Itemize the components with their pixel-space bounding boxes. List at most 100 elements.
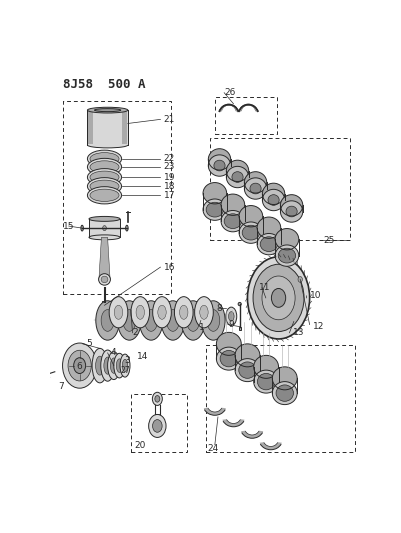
Text: 17: 17 xyxy=(164,191,175,200)
Ellipse shape xyxy=(145,310,158,332)
Polygon shape xyxy=(280,205,283,214)
Text: 4: 4 xyxy=(111,349,116,358)
Circle shape xyxy=(271,288,286,308)
Ellipse shape xyxy=(272,382,297,405)
Ellipse shape xyxy=(101,310,114,332)
Text: 18: 18 xyxy=(164,182,175,191)
Ellipse shape xyxy=(268,195,279,205)
Ellipse shape xyxy=(101,350,114,381)
Ellipse shape xyxy=(257,374,275,390)
Text: 26: 26 xyxy=(224,88,235,97)
Text: 8J58  500 A: 8J58 500 A xyxy=(63,78,145,91)
Ellipse shape xyxy=(260,237,277,252)
Ellipse shape xyxy=(244,172,267,193)
Ellipse shape xyxy=(244,178,267,199)
Ellipse shape xyxy=(90,180,119,192)
Circle shape xyxy=(247,257,310,339)
Ellipse shape xyxy=(280,195,303,216)
Ellipse shape xyxy=(220,350,237,367)
Ellipse shape xyxy=(95,356,104,375)
Bar xyxy=(87,110,128,145)
Polygon shape xyxy=(226,171,229,179)
Ellipse shape xyxy=(174,297,193,328)
Polygon shape xyxy=(229,159,231,168)
Ellipse shape xyxy=(123,310,136,332)
Ellipse shape xyxy=(286,206,297,217)
Text: 2: 2 xyxy=(132,328,138,337)
Ellipse shape xyxy=(238,302,241,306)
Ellipse shape xyxy=(226,160,249,182)
Ellipse shape xyxy=(90,152,119,165)
Ellipse shape xyxy=(221,194,245,215)
Ellipse shape xyxy=(221,211,245,232)
Ellipse shape xyxy=(109,297,128,328)
Ellipse shape xyxy=(262,183,285,205)
Ellipse shape xyxy=(262,189,285,211)
Ellipse shape xyxy=(95,109,121,111)
Ellipse shape xyxy=(186,310,200,332)
Ellipse shape xyxy=(110,358,117,373)
Text: 19: 19 xyxy=(164,173,175,182)
Ellipse shape xyxy=(139,301,163,340)
Ellipse shape xyxy=(87,150,122,167)
Ellipse shape xyxy=(114,305,123,319)
Ellipse shape xyxy=(250,183,261,194)
Ellipse shape xyxy=(206,202,223,217)
Ellipse shape xyxy=(107,352,120,379)
Text: 25: 25 xyxy=(324,236,335,245)
Ellipse shape xyxy=(90,189,119,201)
Ellipse shape xyxy=(180,305,188,319)
Text: 5: 5 xyxy=(86,340,91,349)
Ellipse shape xyxy=(278,248,296,263)
Ellipse shape xyxy=(275,245,299,266)
Text: 11: 11 xyxy=(259,283,270,292)
Ellipse shape xyxy=(235,344,260,367)
Circle shape xyxy=(152,419,162,432)
Ellipse shape xyxy=(201,301,225,340)
Bar xyxy=(89,219,120,237)
Polygon shape xyxy=(99,237,110,279)
Ellipse shape xyxy=(89,235,120,240)
Ellipse shape xyxy=(90,171,119,183)
Ellipse shape xyxy=(87,142,128,148)
Ellipse shape xyxy=(239,362,256,378)
Polygon shape xyxy=(283,194,285,202)
Ellipse shape xyxy=(87,158,122,175)
Ellipse shape xyxy=(87,168,122,186)
Polygon shape xyxy=(262,194,265,202)
Circle shape xyxy=(152,392,162,406)
Text: 23: 23 xyxy=(164,163,175,172)
Ellipse shape xyxy=(102,304,107,306)
Circle shape xyxy=(262,276,295,320)
Text: 1: 1 xyxy=(199,323,205,332)
Ellipse shape xyxy=(87,187,122,204)
Ellipse shape xyxy=(207,310,220,332)
Text: 9: 9 xyxy=(228,320,234,329)
Ellipse shape xyxy=(89,216,120,221)
Text: 8: 8 xyxy=(217,304,222,313)
Ellipse shape xyxy=(275,229,299,250)
Text: 13: 13 xyxy=(293,328,304,337)
Text: 20: 20 xyxy=(134,441,146,450)
Ellipse shape xyxy=(194,297,213,328)
Text: 21: 21 xyxy=(164,115,175,124)
Bar xyxy=(63,101,171,294)
Polygon shape xyxy=(300,205,303,214)
Ellipse shape xyxy=(92,349,107,383)
Polygon shape xyxy=(244,182,247,191)
Ellipse shape xyxy=(226,307,237,326)
Text: 10: 10 xyxy=(310,292,321,300)
Ellipse shape xyxy=(104,357,111,374)
Ellipse shape xyxy=(214,160,225,171)
Ellipse shape xyxy=(103,225,106,231)
Circle shape xyxy=(253,264,304,332)
Ellipse shape xyxy=(224,214,241,229)
Text: 3: 3 xyxy=(125,356,130,365)
Ellipse shape xyxy=(200,305,208,319)
Text: 15: 15 xyxy=(63,222,74,231)
Ellipse shape xyxy=(242,225,259,240)
Polygon shape xyxy=(241,431,263,438)
Polygon shape xyxy=(260,442,282,450)
Ellipse shape xyxy=(81,225,83,231)
Text: 16: 16 xyxy=(164,263,175,272)
